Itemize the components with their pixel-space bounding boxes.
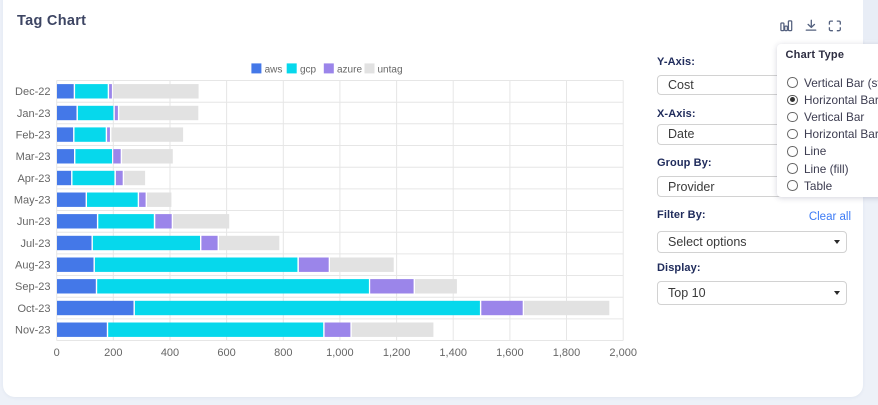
svg-text:2,000: 2,000 — [609, 347, 637, 359]
svg-text:Nov-23: Nov-23 — [15, 325, 50, 337]
svg-text:Sep-23: Sep-23 — [15, 281, 50, 293]
svg-text:Apr-23: Apr-23 — [17, 173, 50, 185]
svg-text:800: 800 — [274, 347, 292, 359]
svg-text:400: 400 — [161, 347, 179, 359]
svg-text:600: 600 — [217, 347, 235, 359]
svg-text:Feb-23: Feb-23 — [16, 130, 51, 142]
svg-text:Aug-23: Aug-23 — [15, 260, 50, 272]
svg-text:1,800: 1,800 — [553, 347, 581, 359]
svg-text:1,600: 1,600 — [496, 347, 524, 359]
svg-text:aws: aws — [265, 64, 283, 75]
svg-text:May-23: May-23 — [14, 195, 51, 207]
svg-text:0: 0 — [54, 347, 60, 359]
svg-text:Oct-23: Oct-23 — [17, 303, 50, 315]
svg-text:Jul-23: Jul-23 — [21, 238, 51, 250]
svg-text:Mar-23: Mar-23 — [16, 151, 51, 163]
svg-text:untag: untag — [378, 64, 403, 75]
svg-text:1,000: 1,000 — [326, 347, 354, 359]
svg-text:200: 200 — [104, 347, 122, 359]
svg-text:Jun-23: Jun-23 — [17, 216, 51, 228]
svg-text:1,200: 1,200 — [383, 347, 411, 359]
svg-text:Jan-23: Jan-23 — [17, 108, 51, 120]
svg-text:gcp: gcp — [300, 64, 317, 75]
svg-text:1,400: 1,400 — [439, 347, 467, 359]
svg-text:azure: azure — [337, 64, 362, 75]
svg-text:Dec-22: Dec-22 — [15, 86, 50, 98]
